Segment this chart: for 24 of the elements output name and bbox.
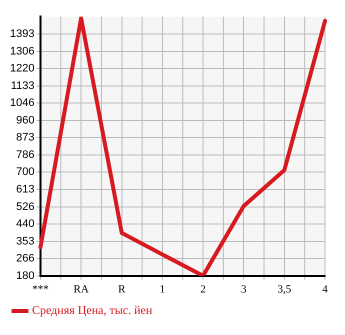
x-tick-label: 2: [200, 283, 206, 296]
x-tick-label: RA: [73, 283, 89, 296]
x-tick-label: ***: [32, 283, 49, 296]
y-tick-label: 1393: [10, 28, 34, 40]
x-tick-label: 1: [160, 283, 166, 296]
y-tick-label: 526: [16, 200, 34, 213]
y-tick-label: 960: [16, 114, 34, 126]
y-tick-label: 700: [16, 166, 34, 178]
y-tick-label: 1306: [10, 45, 34, 58]
y-tick-label: 353: [16, 235, 34, 248]
y-tick-label: 873: [16, 132, 34, 144]
y-tick-label: 613: [16, 184, 34, 196]
legend-label: Средняя Цена, тыс. йен: [32, 303, 153, 318]
y-tick-label: 180: [16, 270, 34, 282]
y-tick-label: 1220: [10, 62, 34, 74]
y-tick-label: 266: [16, 252, 34, 265]
y-tick-label: 440: [16, 218, 34, 230]
x-tick-label: 4: [322, 283, 328, 296]
x-tick-label: R: [118, 283, 126, 296]
x-tick-label: 3,5: [277, 283, 292, 296]
y-tick-label: 786: [16, 149, 34, 162]
y-tick-label: 1046: [10, 97, 34, 110]
x-tick-label: 3: [240, 283, 247, 296]
y-tick-label: 1133: [10, 80, 34, 92]
